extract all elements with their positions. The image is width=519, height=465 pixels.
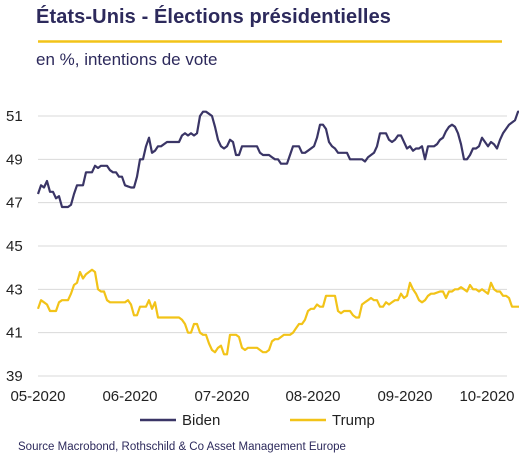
y-axis-ticks: 39 41 43 45 47 49 51 xyxy=(6,108,23,385)
y-tick-label: 43 xyxy=(6,281,23,298)
title-accent-rule xyxy=(38,40,502,43)
x-tick-label: 06-2020 xyxy=(102,388,157,405)
x-tick-label: 05-2020 xyxy=(10,388,65,405)
chart-subtitle: en %, intentions de vote xyxy=(36,50,218,69)
legend: Biden Trump xyxy=(140,412,375,429)
y-tick-label: 45 xyxy=(6,238,23,255)
y-tick-label: 49 xyxy=(6,151,23,168)
x-tick-label: 10-2020 xyxy=(459,388,514,405)
legend-label-biden: Biden xyxy=(182,412,220,429)
chart-title: États-Unis - Élections présidentielles xyxy=(36,6,392,28)
y-tick-label: 41 xyxy=(6,325,23,342)
series-line-biden xyxy=(36,110,519,209)
y-tick-label: 51 xyxy=(6,108,23,125)
line-chart: 39 41 43 45 47 49 51 05-2020 06-2020 07-2020 08-2… xyxy=(6,108,519,429)
series-line-trump xyxy=(36,268,519,356)
gridlines xyxy=(38,115,507,377)
x-axis-ticks: 05-2020 06-2020 07-2020 08-2020 09-2020 10-20… xyxy=(10,388,514,405)
x-tick-label: 08-2020 xyxy=(285,388,340,405)
series-lines xyxy=(36,110,519,356)
y-tick-label: 47 xyxy=(6,195,23,212)
source-note: Source Macrobond, Rothschild & Co Asset … xyxy=(18,441,346,453)
x-tick-label: 07-2020 xyxy=(194,388,249,405)
y-tick-label: 39 xyxy=(6,368,23,385)
x-tick-label: 09-2020 xyxy=(377,388,432,405)
legend-label-trump: Trump xyxy=(332,412,375,429)
